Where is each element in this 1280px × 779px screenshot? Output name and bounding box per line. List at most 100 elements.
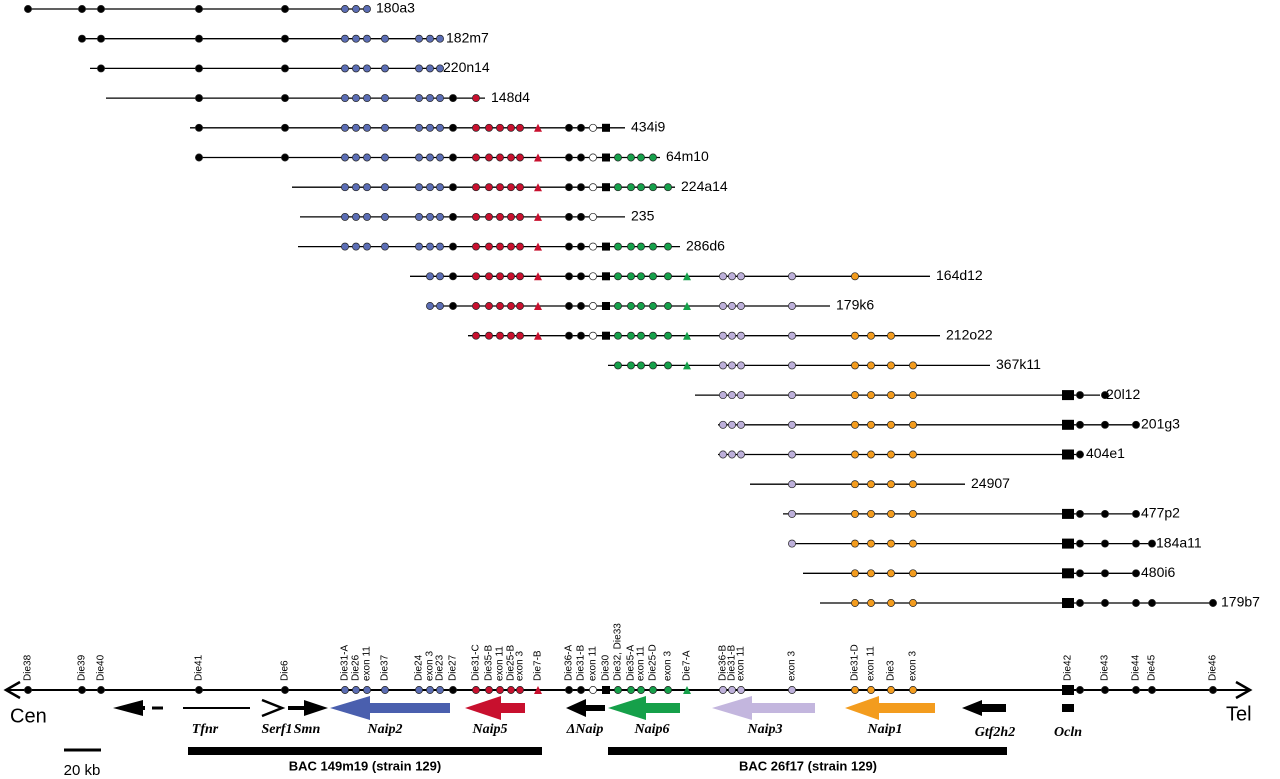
clone-label: 24907 (971, 475, 1010, 491)
marker-dot (341, 686, 349, 694)
marker-dot (719, 331, 727, 340)
marker-dot (352, 212, 360, 221)
marker-dot (436, 123, 444, 132)
marker-dot (1101, 420, 1109, 429)
marker-dot (614, 331, 622, 340)
marker-dot (637, 153, 645, 162)
bac-label: BAC 149m19 (strain 129) (289, 758, 441, 773)
marker-dot (415, 212, 423, 221)
marker-dot (577, 212, 585, 221)
marker-dot (565, 302, 573, 310)
marker-dot (449, 123, 457, 132)
clone: 220n14 (90, 59, 490, 75)
marker-dot (1132, 599, 1140, 607)
clone: 179b7 (820, 594, 1260, 610)
marker-triangle (534, 212, 542, 221)
marker-dot (496, 153, 504, 162)
marker-label: Die35-A (626, 645, 637, 681)
marker-dot (867, 509, 875, 518)
marker-dot (352, 5, 360, 13)
marker-dot (851, 272, 859, 281)
clone-label: 434i9 (631, 119, 665, 135)
marker-dot (887, 539, 895, 548)
marker-label: exon 3 (425, 651, 436, 681)
marker-dot (352, 64, 360, 73)
marker-dot (496, 686, 504, 694)
scale-label: 20 kb (64, 762, 101, 779)
marker-dot (719, 420, 727, 429)
clone-label: 220n14 (443, 59, 490, 75)
clone: 235 (300, 208, 655, 224)
marker-dot (381, 153, 389, 162)
marker-dot (341, 183, 349, 192)
marker-dot (516, 686, 524, 694)
marker-dot (614, 272, 622, 281)
marker-square (602, 686, 610, 694)
clone: 179k6 (426, 297, 874, 313)
marker-dot (78, 686, 86, 694)
marker-label: Die25-B (506, 645, 517, 681)
marker-label: Die31-C (471, 644, 482, 681)
marker-dot (436, 302, 444, 310)
marker-dot (614, 183, 622, 192)
marker-dot (281, 94, 289, 103)
marker-dot (788, 272, 796, 281)
clone-label: 235 (631, 208, 655, 224)
marker-dot (24, 686, 32, 694)
marker-dot (637, 302, 645, 310)
marker-dot (909, 539, 917, 548)
marker-dot (363, 153, 371, 162)
marker-dot (381, 34, 389, 43)
marker-dot (851, 686, 859, 694)
marker-dot (24, 5, 32, 13)
marker-dot (867, 539, 875, 548)
marker-dot (415, 686, 423, 694)
marker-dot (516, 302, 524, 310)
marker-dot (664, 242, 672, 251)
marker-dot (381, 242, 389, 251)
marker-label: Die36-B (718, 645, 729, 681)
marker-dot (496, 302, 504, 310)
marker-dot (664, 183, 672, 192)
marker-dot (589, 686, 597, 694)
marker-dot (728, 361, 736, 370)
marker-dot (577, 153, 585, 162)
marker-dot (516, 242, 524, 251)
clone-label: 164d12 (936, 267, 983, 283)
marker-dot (426, 686, 434, 694)
marker-dot (728, 331, 736, 340)
clone-label: 148d4 (491, 89, 530, 105)
marker-dot (565, 331, 573, 340)
gene-arrow (712, 696, 815, 720)
clone: 480i6 (803, 564, 1175, 580)
marker-dot (867, 420, 875, 429)
marker-dot (649, 272, 657, 281)
marker-label: Die41 (194, 654, 205, 681)
marker-dot (788, 331, 796, 340)
marker-dot (589, 272, 597, 281)
genes: Tfnr Serf1 Smn Naip2 Naip5 ΔNaip Naip6 Naip3 Nai… (113, 696, 1082, 740)
marker-dot (507, 183, 515, 192)
marker-dot (909, 569, 917, 578)
marker-label: Die31-D (850, 644, 861, 681)
marker-dot (507, 302, 515, 310)
marker-square (1062, 685, 1074, 695)
clone-label: 367k11 (996, 356, 1041, 372)
marker-dot (426, 34, 434, 43)
marker-dot (719, 361, 727, 370)
marker-dot (1076, 450, 1084, 459)
marker-dot (195, 686, 203, 694)
marker-dot (589, 123, 597, 132)
marker-label: Die31-B (576, 645, 587, 681)
marker-dot (352, 94, 360, 103)
clone-label: 404e1 (1086, 445, 1125, 461)
marker-dot (1076, 509, 1084, 518)
marker-dot (851, 361, 859, 370)
marker-dot (363, 686, 371, 694)
marker-label: Die38 (23, 654, 34, 681)
marker-dot (78, 34, 86, 43)
marker-square (1062, 449, 1074, 460)
marker-dot (341, 212, 349, 221)
marker-dot (341, 153, 349, 162)
marker-triangle (683, 302, 691, 310)
